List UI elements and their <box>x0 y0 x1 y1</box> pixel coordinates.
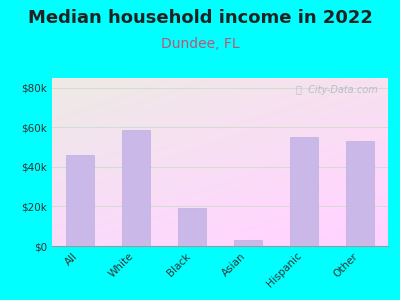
Bar <box>290 137 318 246</box>
Bar <box>346 141 374 246</box>
Bar <box>122 130 150 246</box>
Text: Median household income in 2022: Median household income in 2022 <box>28 9 372 27</box>
Bar <box>234 240 262 246</box>
Bar <box>178 208 206 246</box>
Bar <box>66 155 94 246</box>
Text: Dundee, FL: Dundee, FL <box>161 38 239 52</box>
Text: ⓘ  City-Data.com: ⓘ City-Data.com <box>296 85 378 95</box>
